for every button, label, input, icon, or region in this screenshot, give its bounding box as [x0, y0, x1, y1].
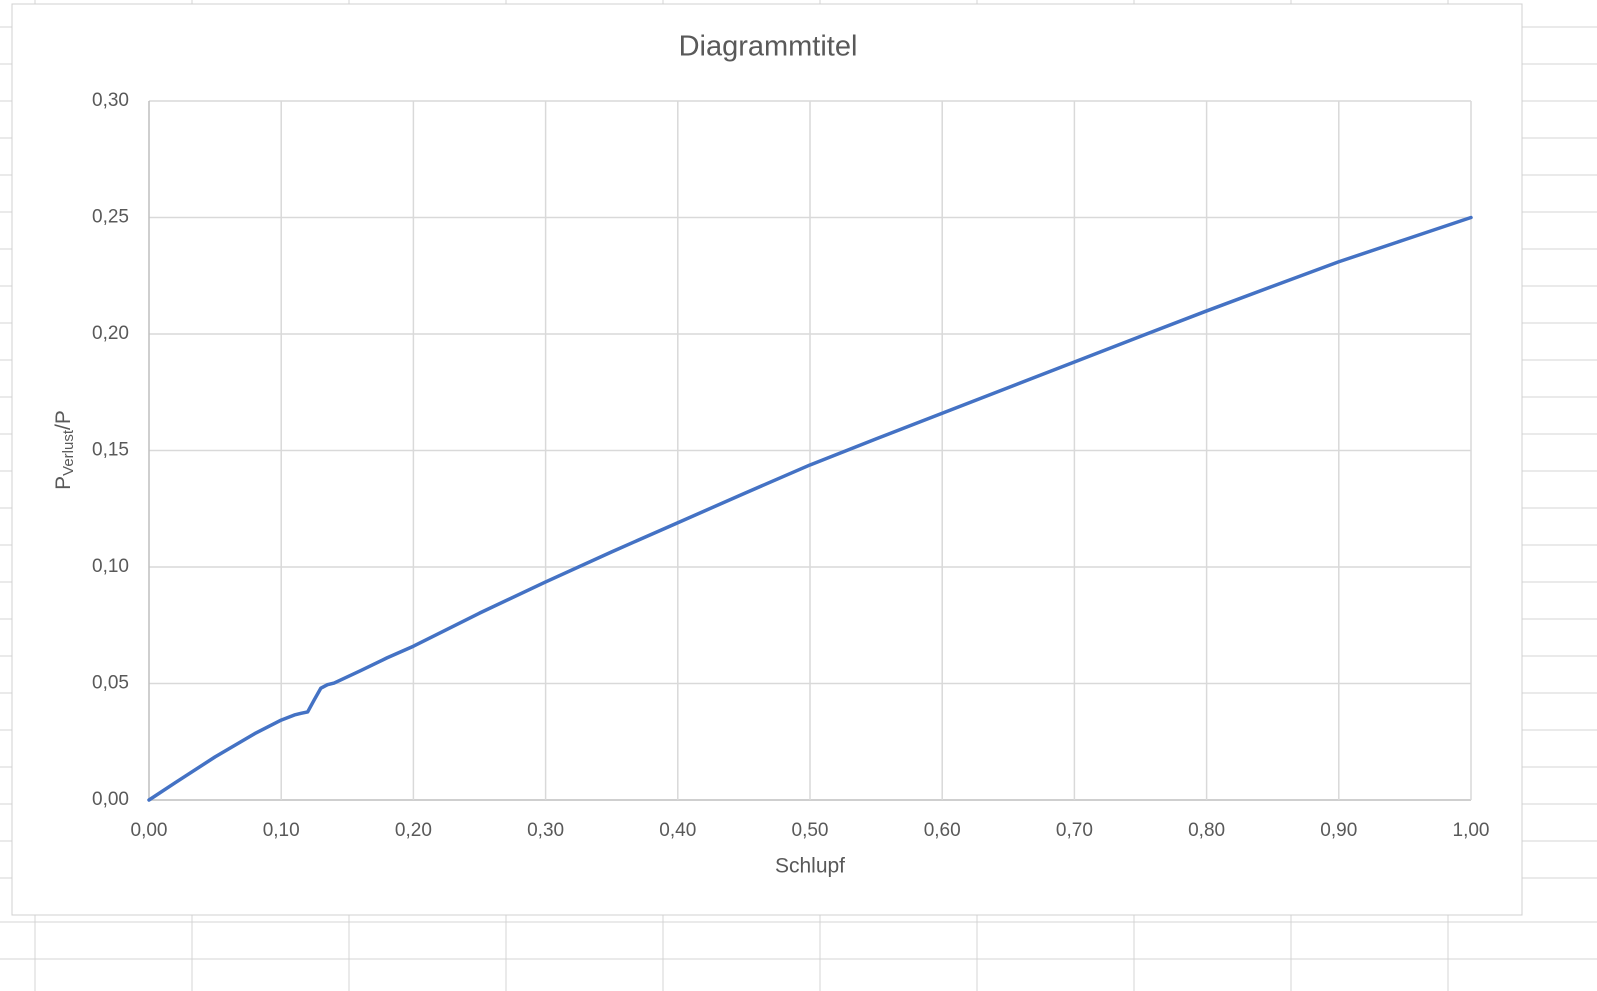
y-label-main: P: [52, 476, 75, 490]
y-tick-label: 0,05: [92, 673, 129, 694]
x-tick-label: 0,90: [1320, 820, 1357, 841]
y-tick-label: 0,10: [92, 556, 129, 577]
x-tick-label: 0,50: [792, 820, 829, 841]
y-tick-label: 0,25: [92, 207, 129, 228]
chart-area: [11, 3, 1523, 916]
y-tick-label: 0,30: [92, 90, 129, 111]
x-tick-label: 0,10: [263, 820, 300, 841]
y-tick-label: 0,00: [92, 789, 129, 810]
x-tick-label: 1,00: [1453, 820, 1490, 841]
y-tick-label: 0,20: [92, 323, 129, 344]
y-axis-label: PVerlust/P: [52, 410, 77, 490]
x-tick-label: 0,20: [395, 820, 432, 841]
plot-area: 0,00 0,05 0,10 0,15 0,20 0,25 0,30 0,00 0,10 0,20…: [92, 90, 1489, 841]
x-tick-label: 0,30: [527, 820, 564, 841]
y-label-tail: /P: [52, 410, 75, 430]
data-line: [147, 215, 1473, 802]
x-tick-label: 0,70: [1056, 820, 1093, 841]
x-tick-label: 0,60: [924, 820, 961, 841]
x-tick-label: 0,80: [1188, 820, 1225, 841]
y-tick-label: 0,15: [92, 440, 129, 461]
x-tick-label: 0,00: [131, 820, 168, 841]
x-axis-label: Schlupf: [775, 855, 845, 878]
chart-title: Diagrammtitel: [679, 31, 858, 63]
x-tick-label: 0,40: [659, 820, 696, 841]
y-label-sub: Verlust: [60, 429, 77, 476]
